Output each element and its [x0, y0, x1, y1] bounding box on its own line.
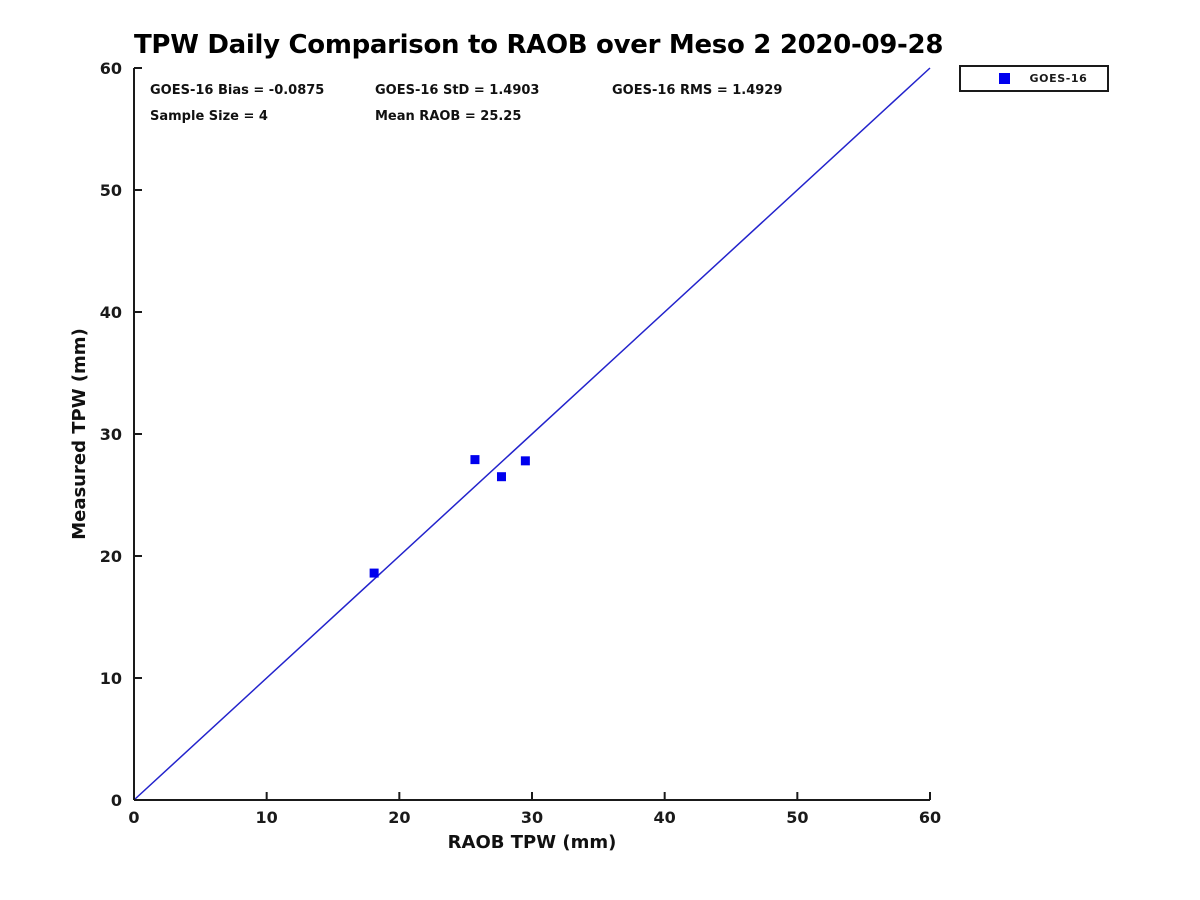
x-tick-label: 30	[521, 808, 543, 827]
data-point-goes-16	[470, 455, 480, 465]
y-tick-label: 60	[100, 59, 122, 78]
stat-bias-text: GOES-16 Bias = -0.0875	[150, 83, 325, 98]
data-point-goes-16	[520, 456, 530, 466]
y-tick-label: 40	[100, 303, 122, 322]
y-tick-label: 50	[100, 181, 122, 200]
chart-title: TPW Daily Comparison to RAOB over Meso 2…	[134, 30, 944, 60]
x-tick-label: 60	[919, 808, 941, 827]
x-tick-label: 10	[256, 808, 278, 827]
data-point-goes-16	[496, 472, 506, 482]
x-tick-label: 20	[388, 808, 410, 827]
legend-goes16-marker-icon	[999, 73, 1010, 84]
y-tick-label: 20	[100, 547, 122, 566]
y-tick-label: 30	[100, 425, 122, 444]
data-point-goes-16	[369, 568, 379, 578]
y-tick-label: 10	[100, 669, 122, 688]
y-tick-label: 0	[111, 791, 122, 810]
stat-mean-raob-text: Mean RAOB = 25.25	[375, 109, 522, 124]
y-axis-title: Measured TPW (mm)	[69, 328, 90, 540]
stat-sample-size-text: Sample Size = 4	[150, 109, 268, 124]
stat-std-text: GOES-16 StD = 1.4903	[375, 83, 540, 98]
x-axis-title: RAOB TPW (mm)	[448, 832, 617, 853]
legend-box: GOES-16	[959, 65, 1109, 92]
x-tick-label: 40	[654, 808, 676, 827]
one-to-one-reference-line	[133, 67, 931, 801]
legend-goes16-label: GOES-16	[1029, 72, 1088, 85]
stat-rms-text: GOES-16 RMS = 1.4929	[612, 83, 783, 98]
x-tick-label: 0	[128, 808, 139, 827]
x-tick-label: 50	[786, 808, 808, 827]
